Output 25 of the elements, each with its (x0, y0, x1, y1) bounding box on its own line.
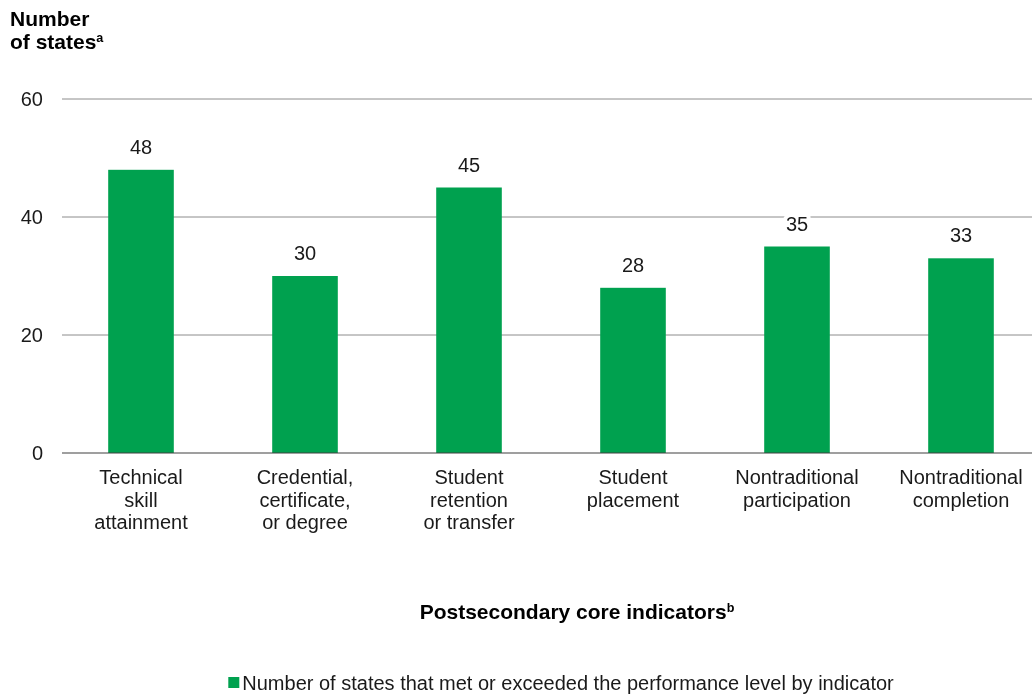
data-label: 28 (621, 253, 645, 276)
x-axis-title: Postsecondary core indicators$^{b}$ (419, 600, 735, 623)
y-axis-title: Number of states$^{a}$ (10, 7, 105, 53)
x-tick-label: Nontraditional participation (735, 466, 859, 511)
data-label: 30 (293, 242, 317, 264)
y-tick-label: 0 (31, 442, 43, 464)
x-tick-label: Student retention or transfer (423, 466, 515, 533)
x-tick-label: Technical skill attainment (94, 466, 189, 533)
y-tick-label: 20 (20, 324, 43, 346)
x-tick-label: Student placement (586, 466, 680, 511)
data-label: 45 (457, 153, 481, 176)
bar (272, 276, 338, 453)
legend-label: Number of states that met or exceeded the performance level by indicator (242, 672, 895, 694)
bar (436, 187, 502, 453)
x-tick-label: Nontraditional completion (899, 466, 1023, 511)
bar (928, 258, 994, 453)
data-label: 33 (949, 224, 973, 247)
y-tick-label: 60 (20, 88, 43, 110)
x-tick-label: Credential, certificate, or degree (256, 466, 354, 533)
bar (108, 169, 174, 453)
bar (764, 246, 830, 453)
data-label: 48 (129, 135, 153, 158)
bar (600, 287, 666, 453)
y-tick-label: 40 (20, 206, 43, 228)
data-label: 35 (785, 212, 809, 235)
